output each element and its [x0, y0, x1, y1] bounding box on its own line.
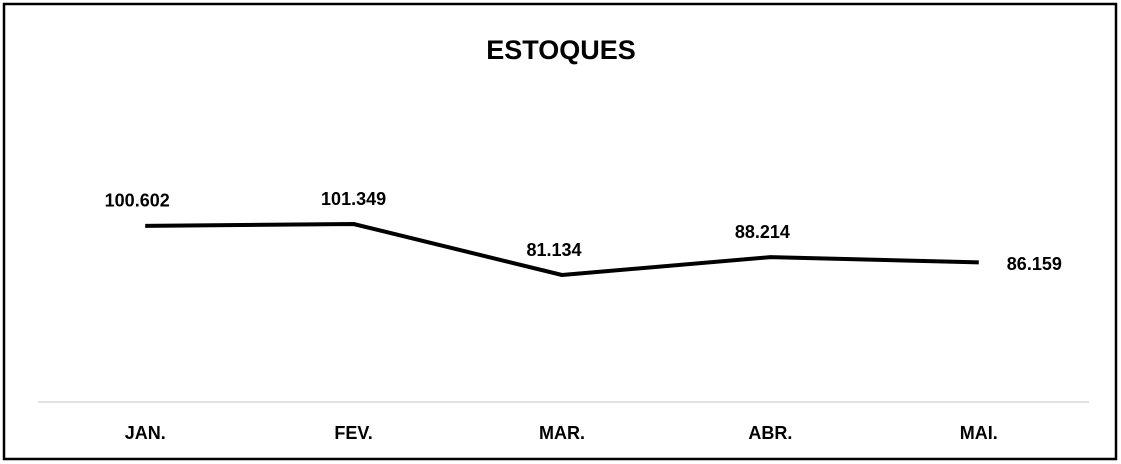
x-tick-label: JAN.	[125, 423, 166, 443]
data-label: 81.134	[526, 240, 581, 260]
data-label: 100.602	[105, 191, 170, 211]
x-tick-label: MAR.	[539, 423, 585, 443]
x-tick-label: MAI.	[960, 423, 998, 443]
data-label: 86.159	[1007, 254, 1062, 274]
x-tick-label: FEV.	[334, 423, 372, 443]
data-line	[145, 222, 979, 277]
data-label: 88.214	[735, 222, 790, 242]
x-tick-label: ABR.	[748, 423, 792, 443]
data-label: 101.349	[321, 189, 386, 209]
chart-title: ESTOQUES	[486, 35, 636, 65]
